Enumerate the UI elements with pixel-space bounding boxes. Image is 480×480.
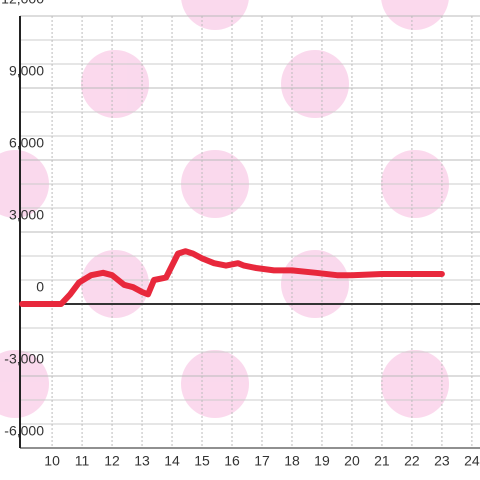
x-tick-label: 10 bbox=[44, 453, 60, 469]
y-tick-label: 3,000 bbox=[9, 207, 44, 223]
x-tick-label: 23 bbox=[434, 453, 450, 469]
x-tick-label: 17 bbox=[254, 453, 270, 469]
data-line bbox=[19, 248, 445, 307]
x-tick-label: 16 bbox=[224, 453, 240, 469]
x-tick-label: 21 bbox=[374, 453, 390, 469]
watermark bbox=[281, 50, 349, 118]
y-tick-label: -3,000 bbox=[4, 351, 44, 367]
watermark bbox=[381, 350, 449, 418]
x-tick-label: 13 bbox=[134, 453, 150, 469]
watermark bbox=[381, 0, 449, 30]
x-tick-label: 24 bbox=[464, 453, 480, 469]
y-tick-label: 6,000 bbox=[9, 135, 44, 151]
y-tick-label: 0 bbox=[36, 279, 44, 295]
x-tick-label: 11 bbox=[75, 453, 90, 469]
x-tick-label: 19 bbox=[314, 453, 330, 469]
watermark bbox=[81, 250, 149, 318]
watermark bbox=[181, 350, 249, 418]
x-tick-label: 14 bbox=[164, 453, 180, 469]
x-tick-label: 15 bbox=[194, 453, 210, 469]
x-tick-label: 20 bbox=[344, 453, 360, 469]
watermark bbox=[281, 250, 349, 318]
watermark bbox=[81, 50, 149, 118]
y-tick-label: 12,000 bbox=[1, 0, 44, 7]
y-tick-label: 9,000 bbox=[9, 63, 44, 79]
watermark bbox=[0, 350, 49, 418]
watermark bbox=[181, 0, 249, 30]
y-tick-label: -6,000 bbox=[4, 423, 44, 439]
x-tick-label: 18 bbox=[284, 453, 300, 469]
x-tick-label: 22 bbox=[404, 453, 420, 469]
x-tick-label: 12 bbox=[104, 453, 120, 469]
